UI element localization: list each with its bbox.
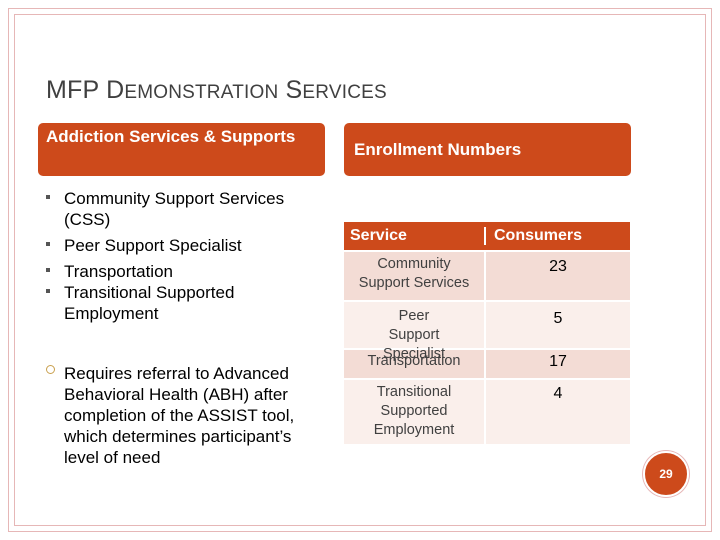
list-item: Peer Support Specialist bbox=[46, 230, 326, 256]
table-row: Peer Support Specialist 5 bbox=[344, 300, 630, 348]
service-cell: Peer Support Specialist bbox=[344, 302, 484, 348]
service-cell: Transitional Supported Employment bbox=[344, 380, 484, 444]
column-header-consumers: Consumers bbox=[484, 227, 630, 245]
consumers-cell: 17 bbox=[484, 350, 630, 378]
service-cell: Community Support Services bbox=[344, 252, 484, 300]
title-part: MFP D bbox=[46, 76, 124, 104]
square-bullet-icon bbox=[46, 289, 50, 293]
consumers-cell: 4 bbox=[484, 380, 630, 444]
list-item: Transportation bbox=[46, 256, 326, 282]
title-part: S bbox=[278, 76, 302, 104]
table-row: Transitional Supported Employment 4 bbox=[344, 378, 630, 444]
ring-bullet-icon bbox=[46, 365, 55, 374]
square-bullet-icon bbox=[46, 242, 50, 246]
column-header-service: Service bbox=[344, 227, 484, 245]
enrollment-numbers-header: Enrollment Numbers bbox=[344, 123, 631, 176]
list-item-label: Peer Support Specialist bbox=[64, 236, 242, 255]
list-item-label: Transportation bbox=[64, 262, 173, 281]
table-row: Community Support Services 23 bbox=[344, 250, 630, 300]
title-part: ERVICES bbox=[302, 82, 386, 103]
list-item: Community Support Services (CSS) bbox=[46, 188, 326, 230]
table-row: Transportation 17 bbox=[344, 348, 630, 378]
consumers-cell: 5 bbox=[484, 302, 630, 348]
enrollment-table: Service Consumers Community Support Serv… bbox=[344, 222, 630, 444]
addiction-services-header: Addiction Services & Supports bbox=[38, 123, 325, 176]
service-cell: Transportation bbox=[344, 350, 484, 378]
page-number-badge: 29 bbox=[643, 451, 689, 497]
referral-note: Requires referral to Advanced Behavioral… bbox=[46, 363, 326, 468]
consumers-cell: 23 bbox=[484, 252, 630, 300]
square-bullet-icon bbox=[46, 195, 50, 199]
services-list: Community Support Services (CSS) Peer Su… bbox=[46, 188, 326, 324]
square-bullet-icon bbox=[46, 268, 50, 272]
table-header-row: Service Consumers bbox=[344, 222, 630, 250]
list-item-label: Community Support Services (CSS) bbox=[64, 189, 284, 229]
slide-title: MFP DEMONSTRATION SERVICES bbox=[46, 76, 387, 105]
list-item-label: Transitional Supported Employment bbox=[64, 283, 234, 323]
title-part: EMONSTRATION bbox=[124, 82, 278, 103]
referral-note-text: Requires referral to Advanced Behavioral… bbox=[64, 364, 294, 467]
list-item: Transitional Supported Employment bbox=[46, 282, 326, 324]
